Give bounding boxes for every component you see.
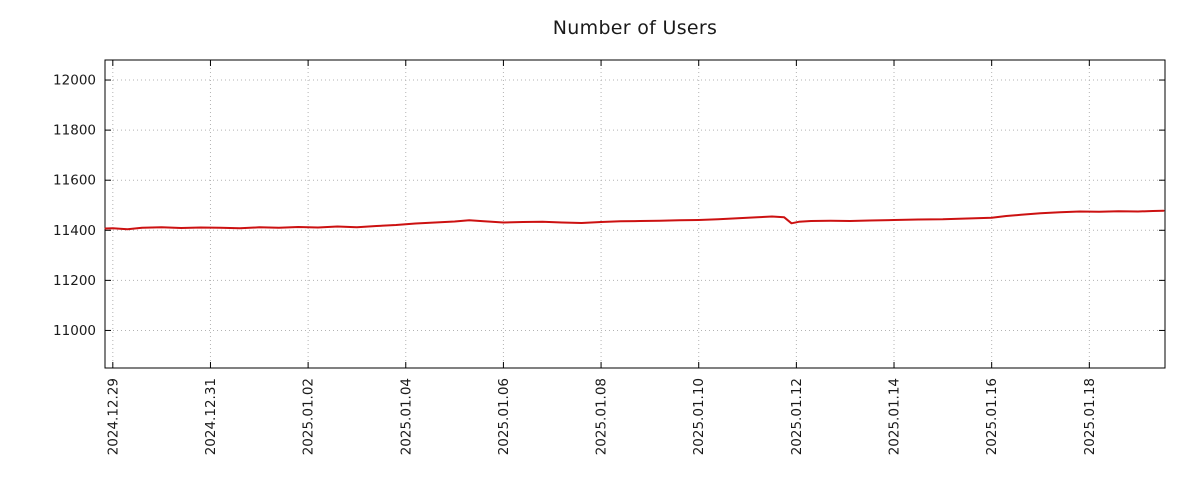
x-tick-label: 2025.01.12 [789,378,805,455]
y-tick-label: 11000 [53,323,96,339]
x-tick-label: 2024.12.31 [203,378,219,455]
x-tick-label: 2025.01.10 [691,378,707,455]
x-tick-label: 2025.01.08 [594,378,610,455]
y-tick-label: 11800 [53,123,96,139]
x-tick-label: 2025.01.06 [496,378,512,455]
chart-title: Number of Users [552,17,718,39]
y-tick-label: 11600 [53,173,96,189]
x-tick-label: 2025.01.02 [301,378,317,455]
y-tick-label: 12000 [53,73,96,89]
users-line-series [104,209,1165,231]
y-tick-label: 11200 [53,273,96,289]
x-tick-label: 2024.12.29 [105,378,121,455]
x-tick-label: 2025.01.04 [398,378,414,455]
x-tick-label: 2025.01.18 [1082,378,1098,455]
y-tick-label: 11400 [53,223,96,239]
x-tick-label: 2025.01.14 [887,378,903,455]
x-tick-label: 2025.01.16 [984,378,1000,455]
